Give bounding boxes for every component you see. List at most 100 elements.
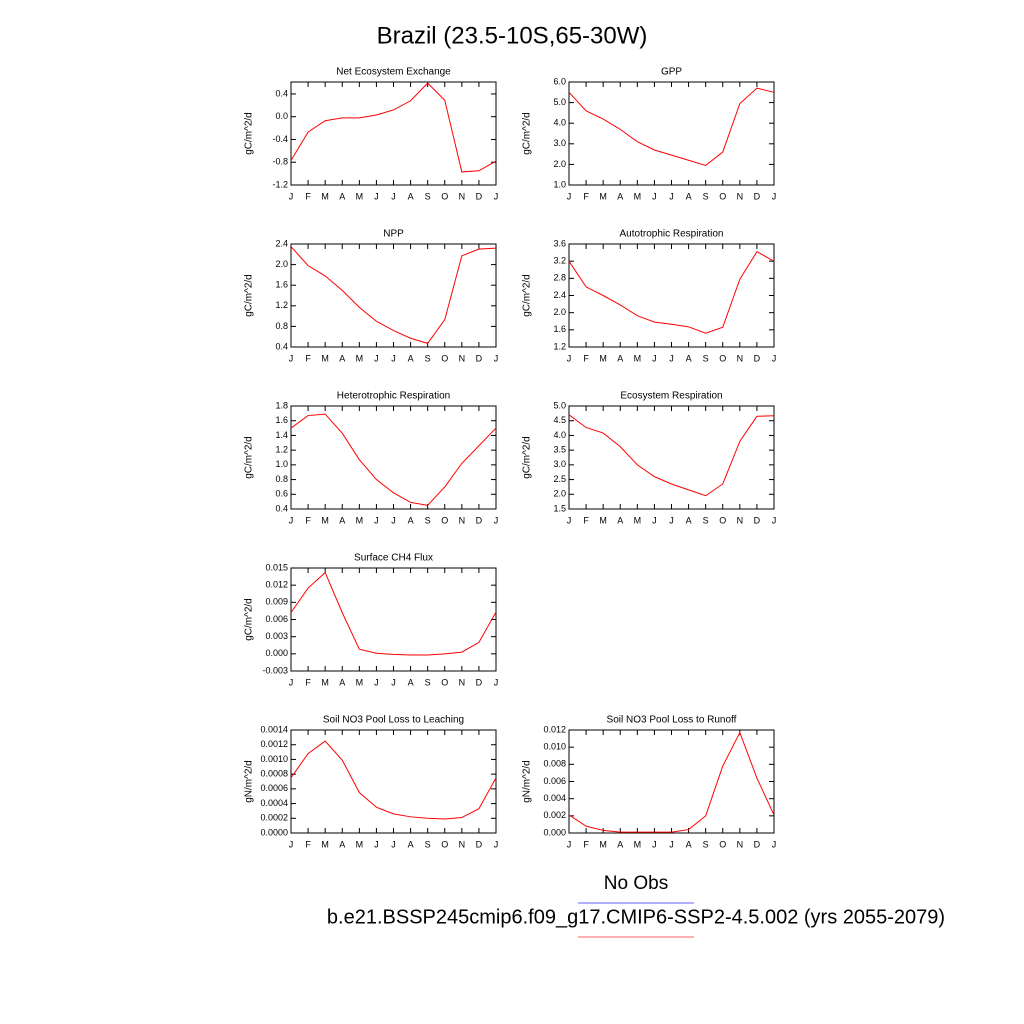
y-axis-label: gN/m^2/d — [522, 760, 533, 803]
y-tick-label: 5.0 — [553, 400, 566, 410]
y-tick-label: 0.0008 — [260, 769, 288, 779]
x-tick-label: J — [289, 515, 294, 525]
x-tick-label: J — [289, 677, 294, 687]
x-tick-label: M — [356, 191, 364, 201]
x-tick-label: D — [754, 191, 761, 201]
x-tick-label: M — [634, 191, 642, 201]
panel-title: Heterotrophic Respiration — [337, 391, 450, 402]
x-tick-label: J — [772, 839, 777, 849]
x-tick-label: D — [476, 839, 483, 849]
panel-title: Surface CH4 Flux — [354, 553, 433, 564]
x-tick-label: J — [494, 677, 499, 687]
x-tick-label: J — [374, 515, 379, 525]
x-tick-label: O — [719, 515, 726, 525]
panel-title: Soil NO3 Pool Loss to Runoff — [607, 715, 737, 726]
plot-frame — [290, 243, 497, 348]
x-tick-label: A — [617, 515, 623, 525]
y-tick-label: 0.6 — [275, 489, 288, 499]
x-tick-label: F — [305, 353, 311, 363]
x-tick-label: A — [339, 515, 345, 525]
x-tick-label: D — [754, 839, 761, 849]
x-tick-label: J — [652, 515, 657, 525]
x-tick-label: M — [321, 515, 329, 525]
y-tick-label: -1.2 — [272, 179, 288, 189]
x-tick-label: N — [459, 839, 466, 849]
y-tick-label: 2.0 — [275, 259, 288, 269]
x-tick-label: S — [703, 839, 709, 849]
x-tick-label: M — [356, 353, 364, 363]
x-tick-label: N — [459, 353, 466, 363]
x-tick-label: A — [408, 839, 414, 849]
x-tick-label: J — [652, 191, 657, 201]
x-tick-label: O — [441, 353, 448, 363]
x-tick-label: J — [567, 839, 572, 849]
x-tick-label: O — [441, 191, 448, 201]
y-tick-label: 1.2 — [275, 300, 288, 310]
plot-frame — [290, 567, 497, 672]
plot-frame — [568, 81, 775, 186]
plot-frame — [568, 405, 775, 510]
x-tick-label: F — [305, 515, 311, 525]
x-tick-label: F — [305, 677, 311, 687]
x-tick-label: J — [669, 353, 674, 363]
x-tick-label: A — [408, 677, 414, 687]
x-tick-label: D — [476, 515, 483, 525]
y-tick-label: 0.0014 — [260, 724, 288, 734]
y-tick-label: 0.015 — [265, 562, 288, 572]
x-tick-label: S — [703, 353, 709, 363]
x-tick-label: S — [425, 515, 431, 525]
x-tick-label: J — [669, 515, 674, 525]
x-tick-label: J — [391, 839, 396, 849]
y-axis-label: gC/m^2/d — [522, 274, 533, 317]
y-tick-label: -0.8 — [272, 157, 288, 167]
x-tick-label: N — [459, 515, 466, 525]
y-tick-label: 0.000 — [543, 827, 566, 837]
y-tick-label: 4.5 — [553, 415, 566, 425]
x-tick-label: S — [703, 515, 709, 525]
x-tick-label: J — [652, 353, 657, 363]
y-axis-label: gC/m^2/d — [244, 112, 255, 155]
x-tick-label: J — [374, 191, 379, 201]
y-axis-label: gC/m^2/d — [522, 112, 533, 155]
y-tick-label: 0.004 — [543, 793, 566, 803]
x-tick-label: J — [494, 839, 499, 849]
x-tick-label: S — [425, 191, 431, 201]
y-tick-label: 0.012 — [265, 580, 288, 590]
y-tick-label: 0.4 — [275, 88, 288, 98]
y-tick-label: 1.6 — [275, 280, 288, 290]
x-tick-label: N — [737, 191, 744, 201]
y-tick-label: 1.2 — [553, 341, 566, 351]
legend-label: b.e21.BSSP245cmip6.f09_g17.CMIP6-SSP2-4.… — [327, 906, 945, 928]
x-tick-label: M — [599, 191, 607, 201]
x-tick-label: F — [583, 839, 589, 849]
x-tick-label: O — [719, 839, 726, 849]
y-tick-label: 0.0002 — [260, 813, 288, 823]
y-tick-label: 0.000 — [265, 648, 288, 658]
y-tick-label: 5.0 — [553, 97, 566, 107]
x-tick-label: M — [321, 191, 329, 201]
plot-frame — [568, 243, 775, 348]
y-tick-label: 0.010 — [543, 742, 566, 752]
plot-frame — [568, 729, 775, 834]
x-tick-label: S — [425, 677, 431, 687]
x-tick-label: J — [772, 515, 777, 525]
data-line — [290, 246, 497, 344]
y-tick-label: 0.8 — [275, 474, 288, 484]
x-tick-label: J — [669, 191, 674, 201]
x-tick-label: J — [567, 191, 572, 201]
panel-title: Soil NO3 Pool Loss to Leaching — [323, 715, 464, 726]
x-tick-label: M — [599, 353, 607, 363]
x-tick-label: N — [737, 839, 744, 849]
x-tick-label: A — [339, 353, 345, 363]
x-tick-label: O — [719, 353, 726, 363]
data-line — [290, 740, 497, 820]
x-tick-label: J — [391, 191, 396, 201]
x-tick-label: J — [567, 353, 572, 363]
x-tick-label: S — [425, 353, 431, 363]
x-tick-label: M — [356, 515, 364, 525]
x-tick-label: O — [441, 515, 448, 525]
panel-title: Net Ecosystem Exchange — [336, 67, 451, 78]
x-tick-label: S — [703, 191, 709, 201]
y-tick-label: 3.0 — [553, 459, 566, 469]
